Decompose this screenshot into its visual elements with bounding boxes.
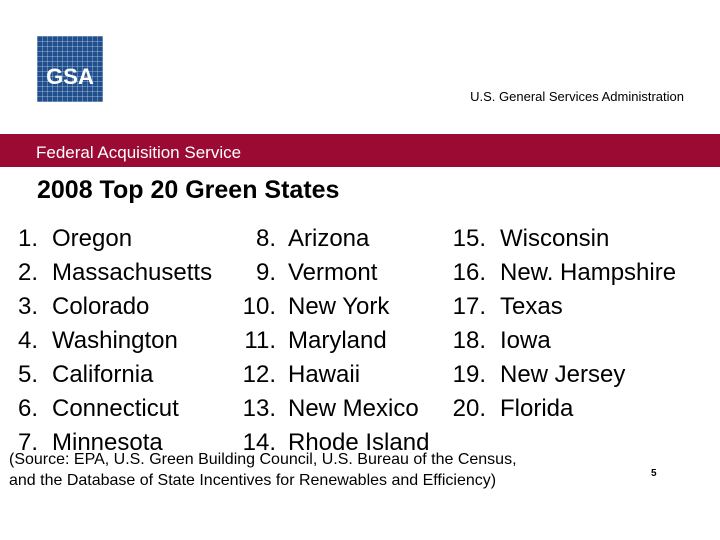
rank-number: 6. <box>17 395 38 422</box>
service-label: Federal Acquisition Service <box>36 143 242 162</box>
rank-number: 1. <box>17 225 38 252</box>
state-name: Rhode Island <box>288 429 430 456</box>
rank-column-1: 1. 2. 3. 4. 5. 6. 7. <box>8 222 38 460</box>
state-name: Massachusetts <box>52 259 213 286</box>
source-line-2: and the Database of State Incentives for… <box>9 472 497 489</box>
rank-number: 19. <box>452 361 486 388</box>
state-column-1: Oregon Massachusetts Colorado Washington… <box>52 222 212 460</box>
rank-column-3: 15. 16. 17. 18. 19. 20. <box>436 222 486 426</box>
rank-number: 13. <box>242 395 276 422</box>
service-band <box>0 134 720 167</box>
rank-number: 7. <box>17 429 38 456</box>
rank-number: 2. <box>17 259 38 286</box>
state-name: Florida <box>500 395 574 422</box>
state-name: Wisconsin <box>500 225 610 252</box>
rank-number: 3. <box>17 293 38 320</box>
rank-number: 15. <box>452 225 486 252</box>
agency-name: U.S. General Services Administration <box>470 89 684 104</box>
rank-number: 20. <box>452 395 486 422</box>
state-name: Washington <box>52 327 178 354</box>
state-name: Texas <box>500 293 563 320</box>
rank-number: 16. <box>452 259 486 286</box>
source-note: (Source: EPA, U.S. Green Building Counci… <box>9 449 517 491</box>
rank-number: 8. <box>255 225 276 252</box>
state-name: New Mexico <box>288 395 419 422</box>
state-column-3: Wisconsin New. Hampshire Texas Iowa New … <box>500 222 676 426</box>
rank-number: 5. <box>17 361 38 388</box>
state-name: New Jersey <box>500 361 626 388</box>
logo-grid-pattern <box>37 36 103 102</box>
state-name: Colorado <box>52 293 150 320</box>
rank-number: 4. <box>17 327 38 354</box>
state-name: Vermont <box>288 259 378 286</box>
page-title: 2008 Top 20 Green States <box>37 176 340 204</box>
state-name: Connecticut <box>52 395 179 422</box>
rank-number: 11. <box>244 327 276 354</box>
state-name: California <box>52 361 154 388</box>
state-name: Minnesota <box>52 429 163 456</box>
state-name: Oregon <box>52 225 133 252</box>
page-number: 5 <box>651 468 657 479</box>
source-line-1: (Source: EPA, U.S. Green Building Counci… <box>9 451 517 468</box>
state-name: Maryland <box>288 327 387 354</box>
rank-number: 12. <box>242 361 276 388</box>
rank-number: 10. <box>242 293 276 320</box>
rank-number: 14. <box>242 429 276 456</box>
gsa-logo: GSA <box>37 36 103 102</box>
state-name: Iowa <box>500 327 551 354</box>
rank-number: 17. <box>452 293 486 320</box>
state-name: New York <box>288 293 390 320</box>
state-column-2: Arizona Vermont New York Maryland Hawaii… <box>288 222 429 460</box>
logo-text: GSA <box>46 64 94 89</box>
rank-number: 9. <box>255 259 276 286</box>
state-name: New. Hampshire <box>500 259 677 286</box>
state-name: Hawaii <box>288 361 361 388</box>
rank-column-2: 8. 9. 10. 11. 12. 13. 14. <box>228 222 276 460</box>
state-name: Arizona <box>288 225 370 252</box>
rank-number: 18. <box>452 327 486 354</box>
